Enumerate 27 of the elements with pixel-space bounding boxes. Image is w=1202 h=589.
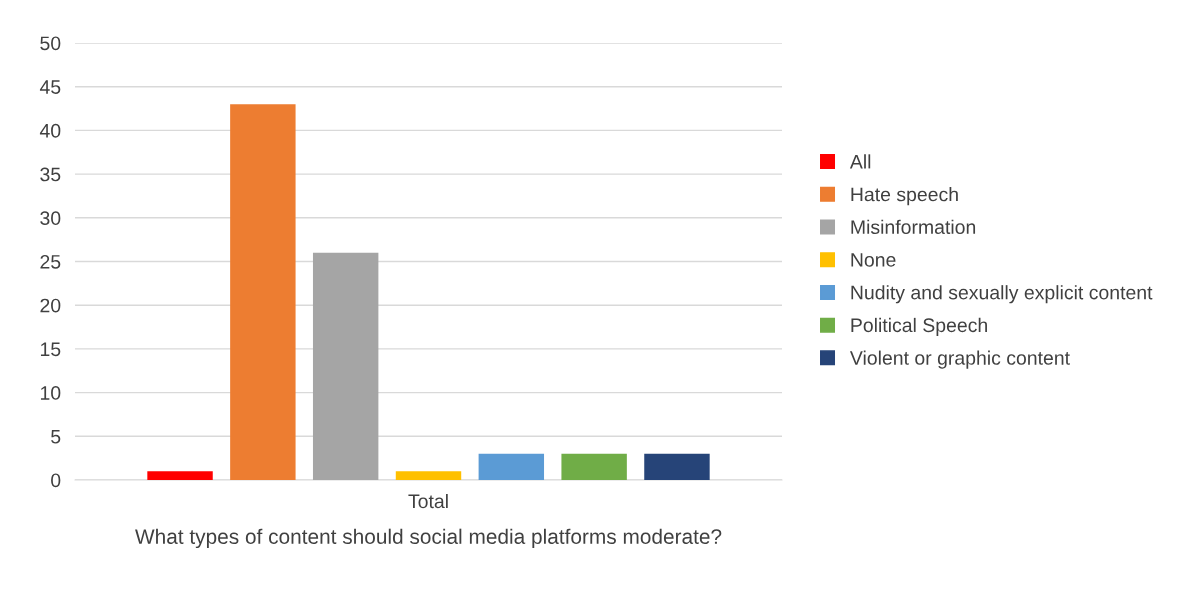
bar xyxy=(478,453,545,480)
legend-label: Nudity and sexually explicit content xyxy=(851,285,1153,304)
x-tick-label: Total xyxy=(408,493,448,509)
legend-label: Misinformation xyxy=(851,219,976,235)
bar xyxy=(561,453,627,480)
y-tick-label: 45 xyxy=(39,80,61,94)
legend-label: Violent or graphic content xyxy=(849,350,1070,369)
bar xyxy=(395,471,462,480)
y-tick-label: 5 xyxy=(51,429,61,444)
y-tick-label: 50 xyxy=(40,36,61,51)
y-tick-label: 10 xyxy=(40,386,61,400)
y-tick-label: 20 xyxy=(40,298,61,313)
legend-label: None xyxy=(851,253,896,267)
bar xyxy=(230,104,296,480)
y-tick-label: 30 xyxy=(40,211,61,226)
y-tick-label: 35 xyxy=(40,167,61,182)
x-axis-title: What types of content should social media platforms moderate? xyxy=(135,528,722,549)
bar xyxy=(312,252,379,480)
legend-label: Hate speech xyxy=(851,187,958,206)
legend-label: Political Speech xyxy=(851,317,987,336)
y-tick-label: 40 xyxy=(39,123,61,138)
bar xyxy=(147,471,213,480)
bar xyxy=(644,453,710,480)
y-tick-label: 0 xyxy=(51,473,61,488)
y-tick-label: 25 xyxy=(40,254,61,269)
legend-label: All xyxy=(849,154,871,169)
y-tick-label: 15 xyxy=(40,342,61,357)
